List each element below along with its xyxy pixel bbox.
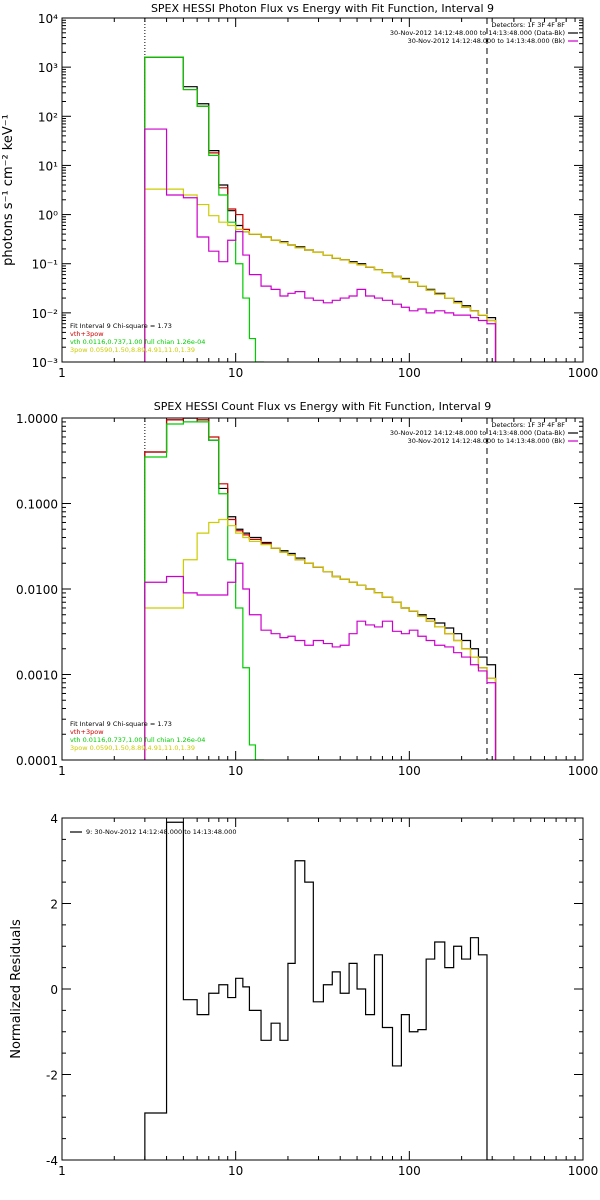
header-line: 30-Nov-2012 14:12:48.000 to 14:13:48.000…: [390, 429, 565, 437]
fit-info-line: Fit Interval 9 Chi-square = 1.73: [70, 322, 172, 330]
y-tick-label: 10⁻²: [32, 307, 59, 321]
data-series-group: [144, 56, 497, 362]
y-tick-label: 4: [50, 812, 58, 826]
header-line: 30-Nov-2012 14:12:48.000 to 14:13:48.000…: [408, 437, 565, 445]
fit-info-line: vth+3pow: [70, 330, 104, 338]
y-tick-label: 0.0010: [16, 669, 58, 683]
x-tick-label: 1: [58, 366, 66, 380]
x-tick-label: 1000: [568, 366, 599, 380]
y-tick-label: -4: [46, 1154, 58, 1168]
data-series-group: [144, 418, 497, 760]
x-tick-label: 100: [398, 366, 421, 380]
header-line: 30-Nov-2012 14:12:48.000 to 14:13:48.000…: [390, 29, 565, 37]
y-tick-label: 10⁻¹: [32, 258, 59, 272]
series-line-4: [144, 188, 497, 362]
x-tick-label: 10: [228, 366, 243, 380]
fit-info-line: vth 0.0116,0.737,1.00 full chian 1.26e-0…: [70, 338, 205, 346]
header-line: Detectors: 1F 3F 4F 8F: [491, 421, 565, 429]
y-tick-label: 10⁰: [38, 209, 58, 223]
y-tick-label: 1.0000: [16, 412, 58, 426]
fit-info-line: 3pow 0.0590,1.50,8.89,4.91,11.0,1.39: [70, 744, 195, 752]
legend-label: 9: 30-Nov-2012 14:12:48.000 to 14:13:48.…: [86, 828, 236, 836]
chart-panel-1: SPEX HESSI Photon Flux vs Energy with Fi…: [1, 2, 598, 380]
series-line-5: [144, 562, 497, 760]
y-axis-label: photons s⁻¹ cm⁻² keV⁻¹: [1, 114, 16, 266]
header-line: Detectors: 1F 3F 4F 8F: [491, 21, 565, 29]
series-line-5: [144, 128, 497, 362]
x-tick-label: 1: [58, 764, 66, 778]
plot-frame: [61, 817, 584, 1161]
y-tick-label: 2: [50, 898, 58, 912]
y-tick-label: 0: [50, 983, 58, 997]
data-series-group: [144, 821, 496, 1160]
y-tick-label: 10⁻³: [32, 356, 59, 370]
y-axis-label: Normalized Residuals: [9, 919, 24, 1059]
series-line-2: [144, 418, 497, 760]
header-line: 30-Nov-2012 14:12:48.000 to 14:13:48.000…: [408, 37, 565, 45]
x-tick-label: 100: [398, 1164, 421, 1178]
series-line-1: [144, 418, 497, 760]
chart-panel-2: SPEX HESSI Count Flux vs Energy with Fit…: [16, 400, 598, 778]
y-tick-label: 10³: [38, 61, 58, 75]
y-tick-label: 0.0001: [16, 754, 58, 768]
chart-title: SPEX HESSI Photon Flux vs Energy with Fi…: [151, 2, 494, 15]
series-line-3: [144, 56, 265, 362]
y-tick-label: 10¹: [38, 159, 58, 173]
series-line-1: [144, 821, 496, 1160]
x-tick-label: 10: [228, 1164, 243, 1178]
y-tick-label: -2: [46, 1069, 58, 1083]
series-line-3: [144, 421, 265, 760]
x-tick-label: 1: [58, 1164, 66, 1178]
fit-info-line: vth+3pow: [70, 728, 104, 736]
plot-frame: [61, 417, 584, 761]
series-line-4: [144, 518, 497, 760]
y-tick-label: 0.0100: [16, 583, 58, 597]
y-tick-label: 10²: [38, 110, 58, 124]
x-tick-label: 1000: [568, 1164, 599, 1178]
chart-title: SPEX HESSI Count Flux vs Energy with Fit…: [154, 400, 491, 413]
x-tick-label: 10: [228, 764, 243, 778]
x-tick-label: 1000: [568, 764, 599, 778]
fit-info-line: 3pow 0.0590,1.50,8.89,4.91,11.0,1.39: [70, 346, 195, 354]
chart-panel-3: 1 10 100 1000 -4 -2 0 2 4 Normalized Residuals 9: …: [9, 812, 598, 1178]
x-tick-label: 100: [398, 764, 421, 778]
plot-frame: [61, 17, 584, 363]
y-tick-label: 0.1000: [16, 498, 58, 512]
fit-info-line: vth 0.0116,0.737,1.00 full chian 1.26e-0…: [70, 736, 205, 744]
y-tick-label: 10⁴: [38, 12, 58, 26]
fit-info-line: Fit Interval 9 Chi-square = 1.73: [70, 720, 172, 728]
